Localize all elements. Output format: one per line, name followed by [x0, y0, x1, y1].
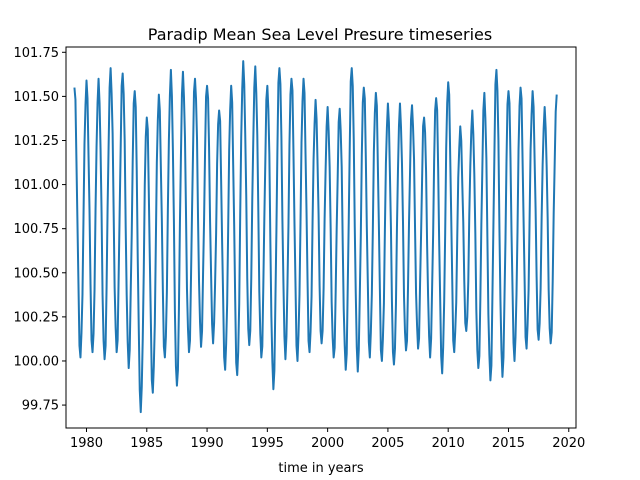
y-axis: 99.75 100.00 100.25 100.50 100.75 101.00 101.2… — [14, 46, 66, 414]
y-tick-label: 100.75 — [14, 222, 60, 237]
y-tick-label: 101.00 — [14, 178, 60, 193]
x-tick-label: 2000 — [311, 436, 344, 451]
x-axis-label: time in years — [278, 461, 363, 476]
series-line — [73, 60, 558, 414]
x-tick-label: 1995 — [251, 436, 284, 451]
x-tick-label: 2015 — [492, 436, 525, 451]
chart-title: Paradip Mean Sea Level Presure timeserie… — [148, 25, 492, 44]
y-tick-label: 100.50 — [14, 266, 60, 281]
y-tick-label: 100.25 — [14, 310, 60, 325]
axes-frame — [65, 46, 577, 429]
x-tick-label: 1990 — [191, 436, 224, 451]
y-tick-label: 100.00 — [14, 354, 60, 369]
y-tick-label: 101.75 — [14, 46, 60, 61]
plot-area — [73, 60, 558, 414]
x-axis: 1980 1985 1990 1995 2000 2005 2010 2015 2020 — [70, 428, 585, 451]
x-tick-label: 2005 — [371, 436, 404, 451]
x-tick-label: 1985 — [130, 436, 163, 451]
x-tick-label: 2020 — [552, 436, 585, 451]
x-tick-label: 2010 — [432, 436, 465, 451]
y-tick-label: 99.75 — [22, 399, 59, 414]
y-tick-label: 101.50 — [14, 90, 60, 105]
x-tick-label: 1980 — [70, 436, 103, 451]
y-tick-label: 101.25 — [14, 134, 60, 149]
